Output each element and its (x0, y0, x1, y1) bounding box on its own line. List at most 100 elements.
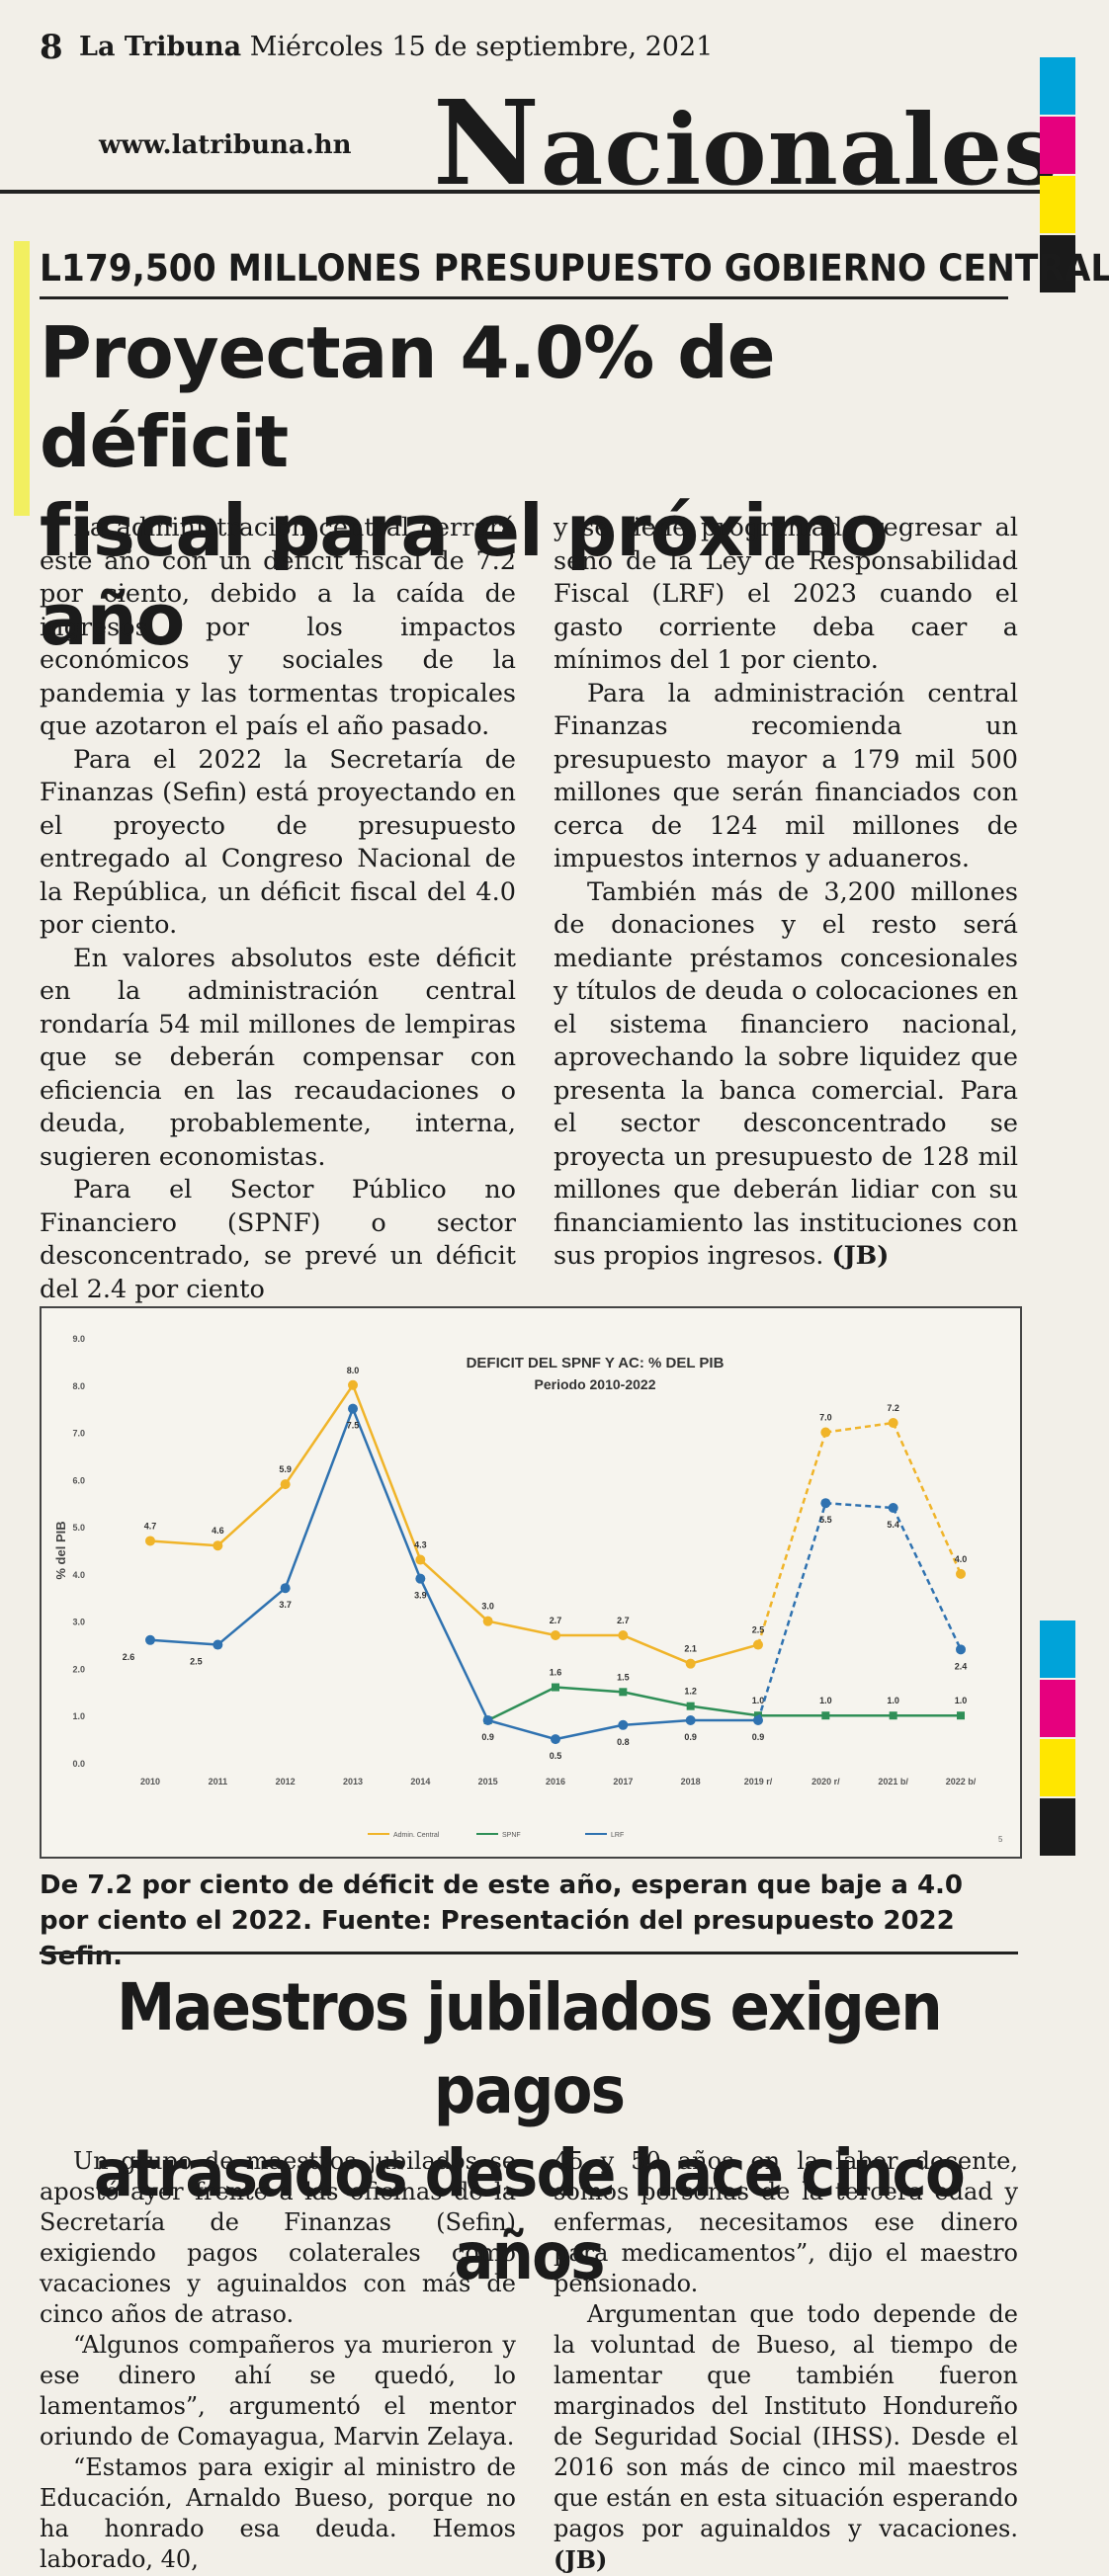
series-line-segment (622, 1633, 692, 1665)
paragraph: Para el Sector Público no Financiero (SP… (40, 1175, 516, 1304)
data-point (145, 1536, 155, 1546)
registration-color-swatch (1040, 1739, 1075, 1796)
paragraph: y se tiene programado regresar al seno d… (554, 513, 1018, 675)
data-point (552, 1683, 559, 1692)
series-line-segment (690, 1704, 759, 1717)
data-label: 5.5 (819, 1515, 832, 1525)
article-column-1: La administración central cerrará este a… (40, 512, 516, 1306)
series-line-segment (623, 1691, 691, 1707)
data-point (213, 1639, 223, 1650)
article2-column-1: Un grupo de maestros jubilados se apostó… (40, 2146, 516, 2575)
byline: (JB) (554, 2545, 608, 2574)
paragraph: “Estamos para exigir al ministro de Educ… (40, 2453, 516, 2573)
series-line-segment (487, 1686, 556, 1722)
chart-caption: De 7.2 por ciento de déficit de este año… (40, 1870, 964, 1971)
paragraph-text: Argumentan que todo depende de la volunt… (554, 2300, 1018, 2542)
paragraph-text: También más de 3,200 millones de donacio… (554, 876, 1018, 1272)
data-point (685, 1658, 696, 1669)
series-line-segment (419, 1578, 489, 1721)
paragraph: También más de 3,200 millones de donacio… (554, 876, 1018, 1274)
data-point (348, 1379, 358, 1390)
y-tick-label: 0.0 (72, 1759, 85, 1769)
paragraph: Para la administración central Finanzas … (554, 678, 1018, 874)
article2-column-2: 45 y 50 años en la labor docente, somos … (554, 2146, 1018, 2576)
data-label: 3.0 (481, 1602, 494, 1612)
data-label: 1.0 (955, 1696, 968, 1705)
paragraph: La administración central cerrará este a… (40, 513, 516, 741)
series-line-segment (351, 1384, 422, 1561)
y-tick-label: 7.0 (72, 1429, 85, 1439)
series-line-segment (825, 1501, 894, 1510)
data-point (888, 1418, 898, 1428)
y-tick-label: 1.0 (72, 1711, 85, 1721)
data-point (820, 1498, 831, 1509)
series-line-segment (351, 1408, 422, 1580)
data-label: 2.1 (684, 1644, 697, 1654)
y-tick-label: 8.0 (72, 1381, 85, 1391)
paragraph: Un grupo de maestros jubilados se apostó… (40, 2147, 516, 2328)
data-point (888, 1503, 898, 1513)
data-point (753, 1715, 763, 1725)
data-point (145, 1634, 155, 1645)
data-label: 4.7 (144, 1521, 157, 1531)
data-point (482, 1715, 493, 1725)
data-point (348, 1403, 358, 1414)
data-label: 1.5 (617, 1672, 630, 1682)
data-point (957, 1711, 965, 1720)
kicker-rule (40, 296, 1008, 299)
paragraph: “Algunos compañeros ya murieron y ese di… (40, 2331, 516, 2451)
series-line-segment (756, 1502, 827, 1721)
x-tick-label: 2012 (276, 1777, 296, 1787)
x-tick-label: 2019 r/ (744, 1777, 773, 1787)
data-label: 7.5 (347, 1421, 360, 1431)
series-line-segment (892, 1422, 963, 1575)
data-label: 2.7 (617, 1616, 630, 1625)
series-line-segment (554, 1686, 624, 1694)
data-point (551, 1630, 560, 1640)
paragraph: Para el 2022 la Secretaría de Finanzas (… (40, 744, 516, 941)
paragraph: 45 y 50 años en la labor docente, somos … (554, 2147, 1018, 2297)
data-point (551, 1734, 560, 1745)
data-point (280, 1479, 291, 1490)
series-line-segment (149, 1539, 218, 1547)
series-line-segment (419, 1558, 489, 1622)
series-line-segment (284, 1408, 355, 1589)
data-label: 1.2 (684, 1687, 697, 1697)
data-point (482, 1616, 493, 1626)
series-line-segment (554, 1723, 624, 1741)
data-label: 1.0 (819, 1696, 832, 1705)
x-tick-label: 2013 (343, 1777, 363, 1787)
chart-svg: DEFICIT DEL SPNF Y AC: % DEL PIB Periodo … (53, 1334, 1003, 1844)
series-line-segment (623, 1718, 691, 1727)
series-line-segment (216, 1483, 287, 1547)
x-tick-label: 2010 (140, 1777, 160, 1787)
data-label: 7.0 (819, 1413, 832, 1423)
data-label: 4.3 (414, 1540, 427, 1550)
header-rule (0, 190, 1048, 194)
article-kicker: L179,500 MILLONES PRESUPUESTO GOBIERNO C… (40, 247, 1109, 290)
data-point (415, 1554, 426, 1565)
data-label: 2.5 (752, 1625, 765, 1635)
x-tick-label: 2017 (613, 1777, 633, 1787)
data-label: 3.9 (414, 1591, 427, 1601)
x-tick-label: 2011 (209, 1777, 228, 1787)
chart-title: DEFICIT DEL SPNF Y AC: % DEL PIB (467, 1355, 725, 1371)
legend-label: SPNF (502, 1832, 521, 1839)
data-label: 7.2 (887, 1403, 899, 1413)
series-line-segment (149, 1638, 218, 1646)
registration-color-swatch (1040, 235, 1075, 292)
x-tick-label: 2015 (478, 1777, 498, 1787)
article2-headline: Maestros jubilados exigen pagos atrasado… (89, 1966, 970, 2298)
data-point (213, 1540, 223, 1551)
x-tick-label: 2014 (410, 1777, 430, 1787)
registration-color-swatch (1040, 176, 1075, 233)
registration-color-swatch (1040, 57, 1075, 115)
website-url[interactable]: www.latribuna.hn (99, 130, 352, 160)
series-line-segment (690, 1643, 759, 1665)
page-number: 8 (40, 28, 63, 67)
x-tick-label: 2022 b/ (946, 1777, 977, 1787)
data-point (619, 1688, 628, 1697)
registration-color-swatch (1040, 117, 1075, 174)
data-label: 4.6 (212, 1526, 224, 1536)
data-label: 5.9 (279, 1464, 292, 1474)
